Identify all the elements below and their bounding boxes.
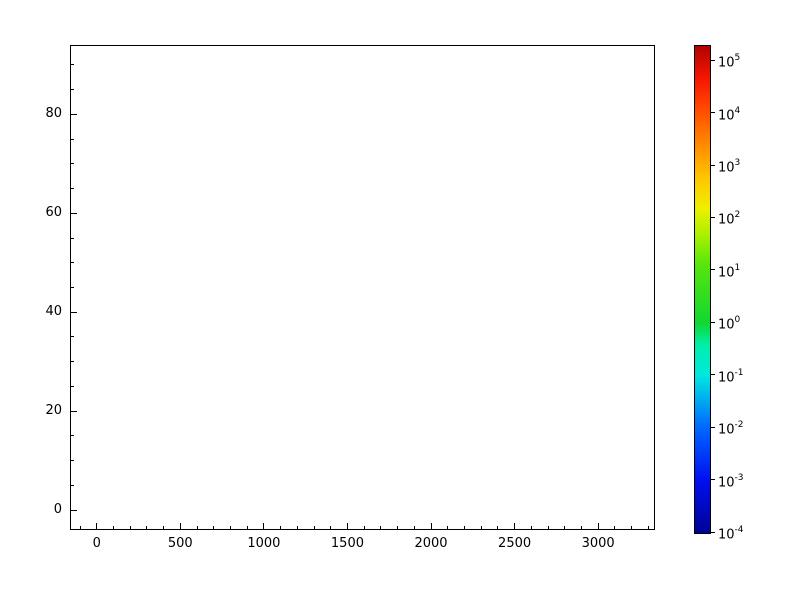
- axis-tick-mark: [229, 526, 231, 529]
- colorbar-tick-mark: [711, 269, 715, 271]
- axis-tick-mark: [246, 526, 248, 529]
- axis-tick-mark: [71, 311, 77, 313]
- colorbar-tick-mark: [711, 112, 715, 114]
- axis-tick-mark: [71, 410, 77, 412]
- colorbar-tick-mark: [711, 321, 715, 323]
- axis-tick-mark: [146, 526, 148, 529]
- x-tick-label: 0: [92, 536, 101, 551]
- colorbar-tick-label: 103: [718, 158, 741, 176]
- axis-tick-mark: [397, 526, 399, 529]
- y-tick-label: 0: [53, 502, 62, 518]
- y-tick-label: 80: [45, 106, 62, 122]
- axis-tick-mark: [597, 523, 599, 529]
- axis-tick-mark: [71, 163, 74, 165]
- axis-tick-mark: [79, 526, 81, 529]
- y-tick-label: 20: [45, 403, 62, 419]
- axis-tick-mark: [263, 523, 265, 529]
- colorbar-tick-label: 102: [718, 210, 741, 228]
- axis-tick-mark: [614, 526, 616, 529]
- x-tick-label: 3000: [581, 536, 615, 551]
- axis-tick-mark: [71, 89, 74, 91]
- colorbar-tick-label: 105: [718, 53, 741, 71]
- axis-tick-mark: [530, 526, 532, 529]
- axis-tick-mark: [71, 237, 74, 239]
- colorbar-tick-label: 101: [718, 262, 741, 281]
- axis-tick-mark: [380, 526, 382, 529]
- axis-tick-mark: [631, 526, 633, 529]
- colorbar-tick-label: 104: [718, 105, 741, 123]
- plot-axes-frame: [70, 45, 655, 530]
- colorbar-tick-label: 10-4: [718, 525, 744, 543]
- axis-tick-mark: [480, 526, 482, 529]
- axis-tick-mark: [71, 138, 74, 140]
- colorbar-canvas: [695, 46, 710, 533]
- colorbar-tick-label: 10-3: [718, 472, 744, 490]
- axis-tick-mark: [447, 526, 449, 529]
- x-tick-label: 2000: [414, 536, 448, 551]
- axis-tick-mark: [213, 526, 215, 529]
- x-tick-label: 500: [167, 536, 193, 551]
- axis-tick-mark: [71, 64, 74, 66]
- axis-tick-mark: [497, 526, 499, 529]
- axis-tick-mark: [71, 188, 74, 190]
- colorbar: [694, 45, 711, 534]
- axis-tick-mark: [280, 526, 282, 529]
- axis-tick-mark: [71, 361, 74, 363]
- x-tick-label: 1500: [330, 536, 364, 551]
- axis-tick-mark: [71, 385, 74, 387]
- colorbar-tick-mark: [711, 479, 715, 481]
- axis-tick-mark: [647, 526, 649, 529]
- axis-tick-mark: [129, 526, 131, 529]
- colorbar-tick-label: 10-1: [718, 367, 744, 386]
- axis-tick-mark: [71, 484, 74, 486]
- x-tick-label: 1000: [247, 536, 281, 551]
- y-tick-label: 40: [45, 304, 62, 320]
- axis-tick-mark: [413, 526, 415, 529]
- axis-tick-mark: [296, 526, 298, 529]
- axis-tick-mark: [71, 460, 74, 462]
- axis-tick-mark: [71, 287, 74, 288]
- axis-tick-mark: [71, 262, 74, 264]
- y-tick-label: 60: [45, 205, 62, 221]
- colorbar-tick-mark: [711, 216, 715, 218]
- axis-tick-mark: [430, 523, 432, 529]
- axis-tick-mark: [463, 526, 465, 529]
- axis-tick-mark: [564, 526, 566, 529]
- axis-tick-mark: [547, 526, 549, 529]
- axis-tick-mark: [71, 336, 74, 338]
- axis-tick-mark: [196, 526, 198, 529]
- colorbar-tick-mark: [711, 374, 715, 376]
- axis-tick-mark: [363, 526, 365, 529]
- axis-tick-mark: [346, 523, 348, 529]
- axis-tick-mark: [330, 526, 332, 529]
- axis-tick-mark: [71, 435, 74, 437]
- axis-tick-mark: [71, 212, 77, 214]
- colorbar-tick-mark: [711, 164, 715, 166]
- axis-tick-mark: [96, 523, 98, 529]
- axis-tick-mark: [313, 526, 315, 529]
- axis-tick-mark: [112, 526, 114, 529]
- axis-tick-mark: [179, 523, 181, 529]
- colorbar-tick-mark: [711, 531, 715, 533]
- colorbar-tick-label: 100: [718, 315, 741, 333]
- axis-tick-mark: [580, 526, 582, 529]
- colorbar-tick-label: 10-2: [718, 420, 744, 438]
- x-tick-label: 2500: [498, 536, 532, 551]
- colorbar-tick-mark: [711, 426, 715, 428]
- axis-tick-mark: [514, 523, 516, 529]
- colorbar-tick-mark: [711, 59, 715, 61]
- axis-tick-mark: [71, 113, 77, 115]
- axis-tick-mark: [163, 526, 165, 529]
- axis-tick-mark: [71, 509, 77, 511]
